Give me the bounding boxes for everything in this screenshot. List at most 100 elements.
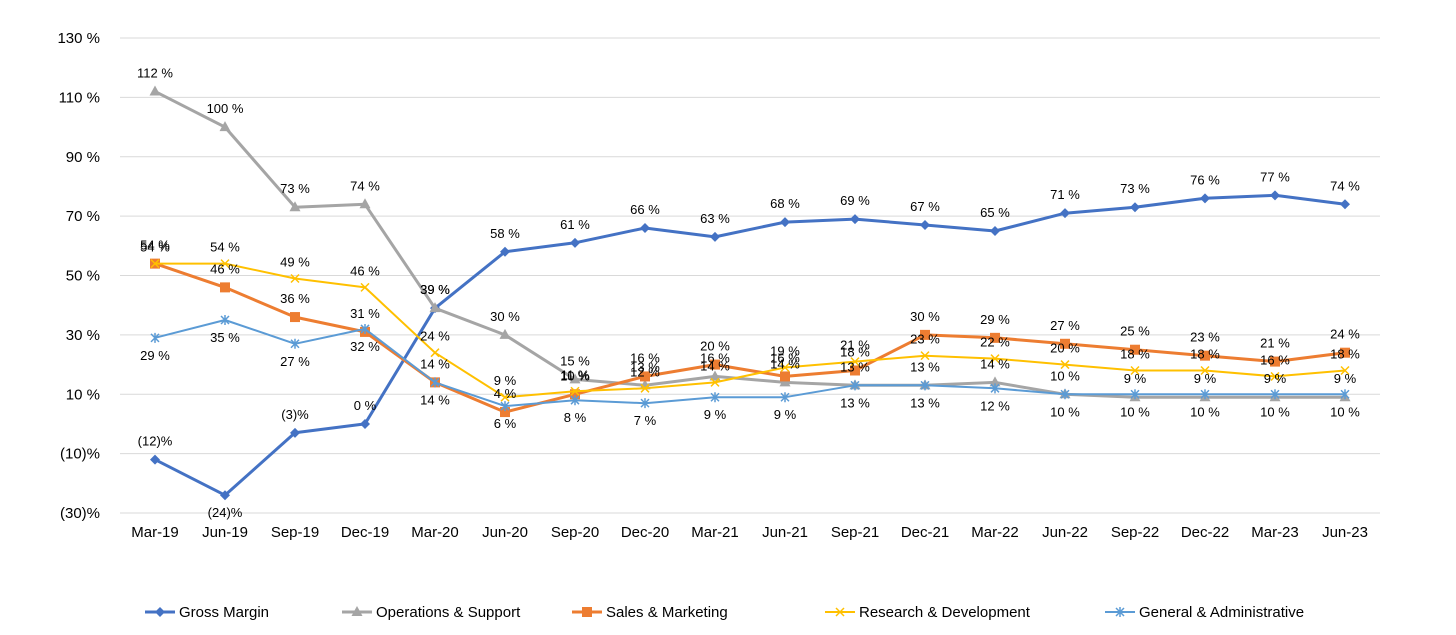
data-label-gross-margin: 39 % bbox=[420, 282, 450, 297]
data-label-sales-marketing: 27 % bbox=[1050, 318, 1080, 333]
legend: Gross Margin Operations & Support Sales & … bbox=[145, 604, 1304, 621]
legend-item-general-administrative: General & Administrative bbox=[1105, 604, 1304, 621]
y-axis: (30)% (10)% 10 % 30 % 50 % 70 % 90 % 110 % 130 % bbox=[57, 30, 100, 522]
x-tick-label: Mar-21 bbox=[691, 524, 739, 541]
x-tick-label: Sep-20 bbox=[551, 524, 599, 541]
point-sales-marketing bbox=[780, 371, 790, 382]
y-tick-label: 130 % bbox=[57, 30, 100, 47]
x-tick-label: Sep-19 bbox=[271, 524, 319, 541]
data-label-sales-marketing: 25 % bbox=[1120, 324, 1150, 339]
data-label-general-administrative: 35 % bbox=[210, 330, 240, 345]
legend-marker-research-development bbox=[835, 607, 845, 617]
y-tick-label: 50 % bbox=[66, 268, 100, 285]
data-label-sales-marketing: 30 % bbox=[910, 309, 940, 324]
data-label-gross-margin: 76 % bbox=[1190, 172, 1220, 187]
data-label-sales-marketing: 18 % bbox=[840, 345, 870, 360]
point-general-administrative bbox=[850, 380, 860, 391]
x-tick-label: Dec-20 bbox=[621, 524, 669, 541]
point-research-development bbox=[430, 348, 440, 358]
data-label-operations-support: 9 % bbox=[1334, 371, 1357, 386]
y-tick-label: 70 % bbox=[66, 208, 100, 225]
x-tick-label: Jun-21 bbox=[762, 524, 808, 541]
legend-item-operations-support: Operations & Support bbox=[342, 604, 521, 621]
point-research-development bbox=[1200, 365, 1210, 376]
point-operations-support bbox=[289, 201, 301, 212]
legend-label-gross-margin: Gross Margin bbox=[179, 604, 269, 621]
data-label-research-development: 18 % bbox=[1330, 347, 1360, 362]
data-label-gross-margin: 61 % bbox=[560, 217, 590, 232]
data-label-gross-margin: 69 % bbox=[840, 193, 870, 208]
point-sales-marketing bbox=[220, 282, 230, 293]
point-research-development bbox=[500, 392, 510, 402]
point-general-administrative bbox=[570, 395, 580, 406]
point-research-development bbox=[920, 351, 930, 361]
point-gross-margin bbox=[150, 454, 160, 465]
y-tick-label: (30)% bbox=[60, 505, 100, 522]
x-tick-label: Sep-22 bbox=[1111, 524, 1159, 541]
point-general-administrative bbox=[1060, 389, 1070, 400]
point-gross-margin bbox=[1060, 208, 1070, 219]
point-operations-support bbox=[639, 379, 651, 390]
point-general-administrative bbox=[780, 392, 790, 403]
x-tick-label: Mar-20 bbox=[411, 524, 459, 541]
point-gross-margin bbox=[710, 231, 720, 242]
point-general-administrative bbox=[640, 398, 650, 409]
legend-label-operations-support: Operations & Support bbox=[376, 604, 521, 621]
x-tick-label: Jun-23 bbox=[1322, 524, 1368, 541]
point-general-administrative bbox=[430, 377, 440, 388]
point-sales-marketing bbox=[920, 329, 930, 340]
y-tick-label: 10 % bbox=[66, 386, 100, 403]
data-label-general-administrative: 13 % bbox=[910, 395, 940, 410]
data-label-operations-support: 13 % bbox=[840, 359, 870, 374]
data-label-operations-support: 13 % bbox=[910, 359, 940, 374]
point-gross-margin bbox=[500, 246, 510, 257]
data-label-gross-margin: 58 % bbox=[490, 226, 520, 241]
point-gross-margin bbox=[990, 225, 1000, 236]
x-tick-label: Mar-19 bbox=[131, 524, 179, 541]
data-label-general-administrative: 32 % bbox=[350, 339, 380, 354]
data-label-operations-support: 16 % bbox=[700, 350, 730, 365]
point-research-development bbox=[990, 354, 1000, 364]
point-general-administrative bbox=[290, 338, 300, 349]
legend-label-sales-marketing: Sales & Marketing bbox=[606, 604, 728, 621]
point-operations-support bbox=[989, 376, 1001, 387]
data-label-sales-marketing: 16 % bbox=[630, 350, 660, 365]
series-line-sales-marketing bbox=[154, 262, 1346, 414]
y-tick-label: 90 % bbox=[66, 149, 100, 166]
data-label-research-development: 18 % bbox=[1120, 347, 1150, 362]
data-label-operations-support: 9 % bbox=[1194, 371, 1217, 386]
data-label-operations-support: 30 % bbox=[490, 309, 520, 324]
y-tick-label: (10)% bbox=[60, 446, 100, 463]
point-research-development bbox=[360, 282, 370, 292]
data-label-general-administrative: 10 % bbox=[1260, 404, 1290, 419]
point-general-administrative bbox=[220, 315, 230, 326]
x-tick-label: Sep-21 bbox=[831, 524, 879, 541]
point-general-administrative bbox=[1340, 389, 1350, 400]
data-label-research-development: 14 % bbox=[700, 358, 730, 373]
data-label-gross-margin: (24)% bbox=[208, 505, 243, 520]
point-research-development bbox=[220, 259, 230, 269]
data-label-operations-support: 39 % bbox=[420, 282, 450, 297]
x-tick-label: Jun-22 bbox=[1042, 524, 1088, 541]
point-gross-margin bbox=[570, 237, 580, 248]
data-label-sales-marketing: 46 % bbox=[210, 261, 240, 276]
data-label-gross-margin: (12)% bbox=[138, 434, 173, 449]
data-label-research-development: 46 % bbox=[350, 263, 380, 278]
data-label-research-development: 12 % bbox=[630, 364, 660, 379]
point-research-development bbox=[150, 259, 160, 269]
data-label-research-development: 9 % bbox=[494, 373, 517, 388]
point-gross-margin bbox=[1130, 202, 1140, 213]
data-label-sales-marketing: 21 % bbox=[1260, 336, 1290, 351]
data-label-gross-margin: 0 % bbox=[354, 398, 377, 413]
point-gross-margin bbox=[1340, 199, 1350, 210]
point-general-administrative bbox=[1200, 389, 1210, 400]
data-label-general-administrative: 27 % bbox=[280, 354, 310, 369]
data-label-operations-support: 10 % bbox=[1050, 368, 1080, 383]
data-labels: (12)% (24)% (3)% 0 % 39 % 58 % 61 % 66 % 63 % 68 … bbox=[137, 65, 1360, 520]
series-lines bbox=[149, 85, 1351, 501]
data-label-general-administrative: 10 % bbox=[1330, 404, 1360, 419]
data-label-sales-marketing: 16 % bbox=[770, 350, 800, 365]
point-research-development bbox=[780, 363, 790, 373]
legend-marker-general-administrative bbox=[1115, 607, 1125, 617]
data-label-general-administrative: 12 % bbox=[980, 398, 1010, 413]
